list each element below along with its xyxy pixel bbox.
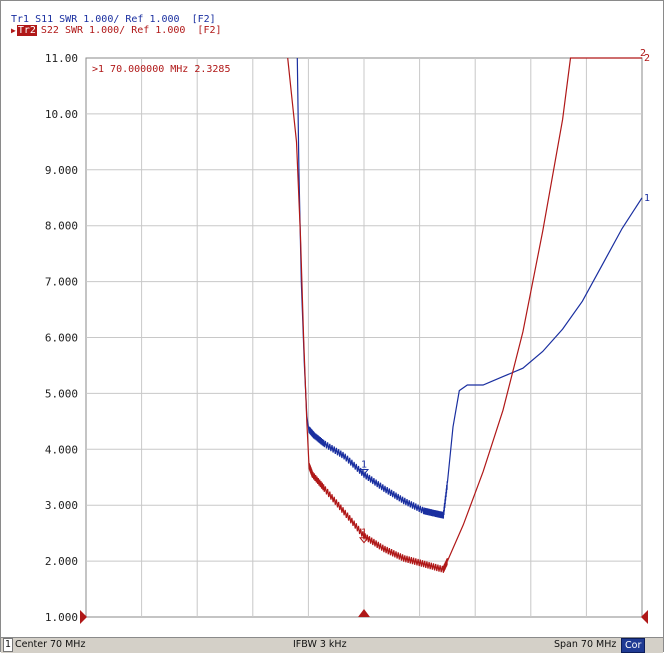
marker-label: 1: [361, 528, 367, 539]
marker-triangle-icon: [358, 537, 370, 544]
ifbw-setting[interactable]: IFBW 3 kHz: [293, 639, 347, 650]
y-tick-label: 5.000: [45, 387, 78, 400]
trace2-header-row[interactable]: ▶ Tr2 S22 SWR 1.000/ Ref 1.000 [F2]: [11, 25, 222, 36]
trace-2-line: [287, 57, 642, 573]
swr-chart[interactable]: 11.00 10.00 9.000 8.000 7.000 6.000 5.000 4.000…: [1, 1, 663, 637]
correction-badge[interactable]: Cor: [621, 638, 646, 653]
marker-readout: >1 70.000000 MHz 2.3285: [92, 64, 230, 75]
y-tick-label: 10.00: [45, 108, 78, 121]
reference-right-arrow-icon: [641, 610, 648, 624]
center-frequency[interactable]: Center 70 MHz: [15, 639, 86, 650]
y-tick-label: 3.000: [45, 499, 78, 512]
trace-2-top-label: 2: [640, 48, 646, 59]
active-trace-arrow-icon: ▶: [11, 26, 16, 35]
trace-1-line: [296, 57, 643, 519]
y-tick-label: 1.000: [45, 611, 78, 624]
marker-triangle-icon: [358, 468, 370, 476]
trace2-tag: Tr2: [16, 25, 37, 36]
stimulus-marker-icon: [358, 609, 370, 617]
trace2-header: S22 SWR 1.000/ Ref 1.000 [F2]: [40, 25, 222, 36]
reference-left-arrow-icon: [80, 610, 87, 624]
trace1-header[interactable]: Tr1 S11 SWR 1.000/ Ref 1.000 [F2]: [11, 14, 216, 25]
y-tick-label: 6.000: [45, 332, 78, 345]
y-tick-label: 2.000: [45, 555, 78, 568]
channel-indicator[interactable]: 1: [3, 638, 13, 652]
trace-2-end-label: 2: [644, 53, 650, 64]
span-setting[interactable]: Span 70 MHz: [554, 639, 617, 650]
y-tick-label: 4.000: [45, 443, 78, 456]
status-bar: 1 Center 70 MHz IFBW 3 kHz Span 70 MHz C…: [1, 637, 663, 653]
y-tick-label: 8.000: [45, 220, 78, 233]
y-tick-label: 11.00: [45, 52, 78, 65]
trace-1-end-label: 1: [644, 193, 650, 204]
marker-label: 1: [361, 459, 367, 470]
y-tick-label: 9.000: [45, 164, 78, 177]
y-tick-label: 7.000: [45, 276, 78, 289]
